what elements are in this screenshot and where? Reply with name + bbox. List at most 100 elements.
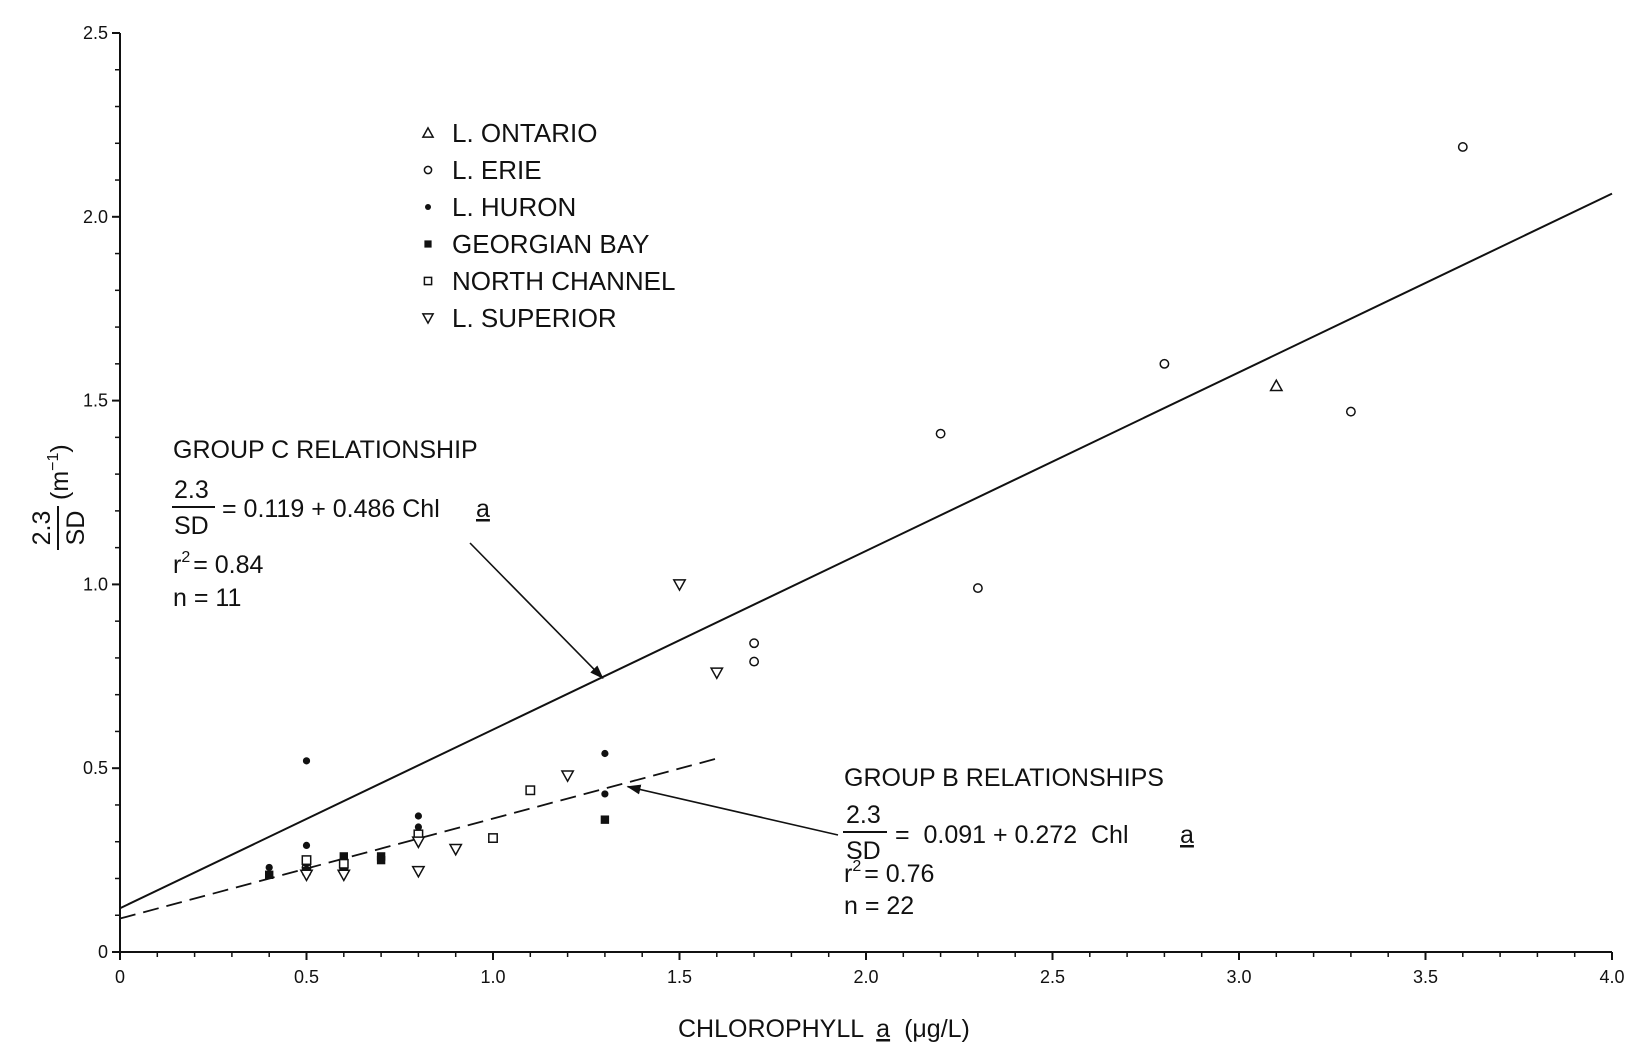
legend-marker-l-erie xyxy=(423,165,433,175)
y-axis-title-den: SD xyxy=(62,511,90,546)
x-tick-label: 3.0 xyxy=(1226,967,1251,987)
l-erie-point xyxy=(749,638,760,649)
group-b-title: GROUP B RELATIONSHIPS xyxy=(844,764,1164,792)
l-huron-point xyxy=(601,749,609,758)
l-superior-point xyxy=(560,770,575,783)
x-tick-label: 0 xyxy=(115,967,125,987)
legend-label-l-huron: L. HURON xyxy=(452,192,576,222)
north-channel-point xyxy=(488,833,498,843)
group-b-r2-sup: 2 xyxy=(852,858,861,875)
georgian-bay-point xyxy=(376,855,386,865)
y-tick-label: 2.0 xyxy=(83,207,108,227)
legend-label-l-superior: L. SUPERIOR xyxy=(452,303,617,333)
l-superior-point xyxy=(448,843,463,857)
y-axis-title-num: 2.3 xyxy=(28,511,56,546)
x-tick-label: 4.0 xyxy=(1599,967,1624,987)
legend-label-l-ontario: L. ONTARIO xyxy=(452,118,597,148)
group-b-frac-den: SD xyxy=(846,837,881,865)
regression-lines xyxy=(119,192,1613,920)
l-ontario-point xyxy=(1269,378,1284,392)
x-tick-label: 1.5 xyxy=(667,967,692,987)
l-erie-point xyxy=(1345,406,1356,417)
y-tick-label: 0.5 xyxy=(83,758,108,778)
group-c-regression-line xyxy=(119,192,1613,910)
north-channel-point xyxy=(338,858,349,869)
legend-marker-l-huron xyxy=(425,204,431,210)
group-b-equation: = 0.091 + 0.272 Chl xyxy=(895,821,1129,849)
group-c-frac-num: 2.3 xyxy=(174,476,209,504)
l-superior-point xyxy=(709,667,724,680)
group-c-title: GROUP C RELATIONSHIP xyxy=(173,436,478,464)
l-superior-point xyxy=(672,579,687,592)
y-axis-title: 2.3 SD (m−1) xyxy=(28,444,90,550)
y-axis-title-unit-sup: −1 xyxy=(45,453,62,471)
x-axis-ticks: 0 0.5 1.0 1.5 2.0 2.5 3.0 3.5 4.0 xyxy=(115,952,1625,987)
y-tick-label: 2.5 xyxy=(83,23,108,43)
l-erie-point xyxy=(749,656,760,667)
group-b-chl-sub: a xyxy=(1180,821,1194,849)
x-tick-label: 3.5 xyxy=(1413,967,1438,987)
x-tick-label: 1.0 xyxy=(480,967,505,987)
group-c-n: n = 11 xyxy=(173,584,241,612)
group-c-r2-value: = 0.84 xyxy=(193,551,263,579)
y-axis-ticks: 0 0.5 1.0 1.5 2.0 2.5 xyxy=(83,23,120,962)
legend-label-georgian-bay: GEORGIAN BAY xyxy=(452,229,649,259)
l-erie-point xyxy=(1159,358,1170,369)
l-superior-point xyxy=(411,865,426,879)
x-axis-title-italic: a xyxy=(876,1015,890,1043)
l-huron-point xyxy=(265,863,273,872)
x-tick-label: 2.5 xyxy=(1040,967,1065,987)
legend-marker-georgian-bay xyxy=(424,240,432,248)
group-b-r2-value: = 0.76 xyxy=(864,860,934,888)
georgian-bay-point xyxy=(265,870,274,880)
georgian-bay-point xyxy=(600,815,610,824)
l-huron-point xyxy=(601,790,609,798)
group-c-r2-prefix: r xyxy=(173,551,181,579)
group-b-r2-prefix: r xyxy=(844,860,852,888)
group-b-regression-line xyxy=(119,757,718,920)
group-c-arrow xyxy=(469,542,604,680)
y-tick-label: 1.0 xyxy=(83,574,108,594)
l-huron-point xyxy=(414,812,422,820)
legend-marker-l-ontario xyxy=(421,126,435,138)
georgian-bay-point xyxy=(339,852,348,861)
north-channel-point xyxy=(525,785,536,796)
l-erie-point xyxy=(1457,142,1468,152)
group-c-annotation: GROUP C RELATIONSHIP 2.3 SD = 0.119 + 0.… xyxy=(172,436,604,680)
y-axis-title-unit: (m−1) xyxy=(45,444,74,500)
group-c-r2-sup: 2 xyxy=(181,549,190,566)
group-c-chl-sub: a xyxy=(476,495,490,523)
x-tick-label: 2.0 xyxy=(853,967,878,987)
l-huron-point xyxy=(302,757,311,765)
y-tick-label: 0 xyxy=(98,942,108,962)
x-tick-label: 0.5 xyxy=(294,967,319,987)
legend-label-north-channel: NORTH CHANNEL xyxy=(452,266,675,296)
l-huron-point xyxy=(414,823,422,831)
legend-label-l-erie: L. ERIE xyxy=(452,155,542,185)
x-axis-title-unit: (μg/L) xyxy=(904,1015,970,1043)
legend-marker-north-channel xyxy=(423,276,433,286)
group-c-equation: = 0.119 + 0.486 Chl xyxy=(222,495,440,523)
group-b-arrow xyxy=(626,784,839,836)
l-huron-point xyxy=(302,841,311,849)
l-erie-point xyxy=(935,428,946,439)
x-axis-title: CHLOROPHYLL a (μg/L) xyxy=(678,1015,970,1043)
x-axis-title-main: CHLOROPHYLL xyxy=(678,1015,864,1043)
group-c-r2: r2 = 0.84 xyxy=(173,549,264,579)
l-superior-point xyxy=(299,869,314,883)
group-b-frac-num: 2.3 xyxy=(846,801,881,829)
data-points xyxy=(265,142,1468,883)
l-superior-point xyxy=(411,836,426,849)
y-axis-title-unit-open: (m xyxy=(46,471,74,500)
legend-marker-l-superior xyxy=(421,313,435,325)
y-axis-title-unit-close: ) xyxy=(46,444,74,452)
group-b-annotation: GROUP B RELATIONSHIPS 2.3 SD = 0.091 + 0… xyxy=(626,764,1194,920)
l-erie-point xyxy=(972,583,983,594)
group-b-n: n = 22 xyxy=(844,892,914,920)
group-c-frac-den: SD xyxy=(174,512,209,540)
l-superior-point xyxy=(336,869,351,883)
group-b-r2: r2 = 0.76 xyxy=(844,858,934,888)
legend: L. ONTARIO L. ERIE L. HURON GEORGIAN BAY NOR… xyxy=(421,118,675,333)
